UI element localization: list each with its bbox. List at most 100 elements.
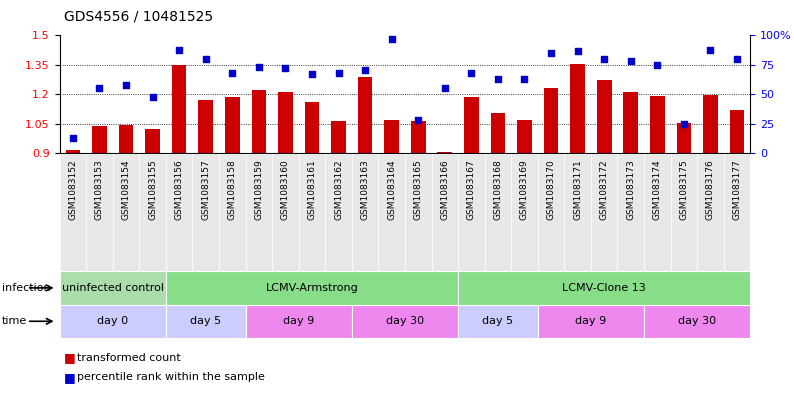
Bar (458, 271, 750, 305)
Bar (192, 153, 219, 271)
Text: day 5: day 5 (483, 316, 514, 326)
Bar (113, 153, 139, 271)
Bar (60, 271, 166, 305)
Text: infection: infection (2, 283, 50, 293)
Text: day 9: day 9 (576, 316, 607, 326)
Bar (60, 305, 166, 338)
Text: GSM1083153: GSM1083153 (95, 159, 104, 220)
Bar (676, 123, 692, 153)
Text: GSM1083175: GSM1083175 (680, 159, 688, 220)
Bar (145, 129, 160, 153)
Text: GSM1083157: GSM1083157 (201, 159, 210, 220)
Text: GSM1083163: GSM1083163 (360, 159, 369, 220)
Bar (644, 153, 671, 271)
Bar (411, 121, 426, 153)
Text: GSM1083156: GSM1083156 (175, 159, 183, 220)
Text: GSM1083174: GSM1083174 (653, 159, 662, 220)
Text: GSM1083168: GSM1083168 (493, 159, 503, 220)
Bar (644, 305, 750, 338)
Bar (139, 153, 166, 271)
Bar (623, 92, 638, 153)
Text: day 5: day 5 (190, 316, 222, 326)
Bar (458, 153, 484, 271)
Bar (431, 153, 458, 271)
Point (704, 46, 717, 53)
Point (624, 58, 637, 64)
Point (306, 71, 318, 77)
Bar (66, 150, 80, 153)
Text: GSM1083176: GSM1083176 (706, 159, 715, 220)
Point (518, 76, 531, 82)
Text: GSM1083173: GSM1083173 (626, 159, 635, 220)
Bar (511, 153, 538, 271)
Text: GDS4556 / 10481525: GDS4556 / 10481525 (64, 10, 213, 24)
Bar (458, 305, 538, 338)
Bar (544, 88, 558, 153)
Bar (697, 153, 724, 271)
Bar (703, 95, 718, 153)
Text: ■: ■ (64, 371, 75, 384)
Point (598, 56, 611, 62)
Bar (379, 153, 405, 271)
Text: GSM1083160: GSM1083160 (281, 159, 290, 220)
Point (199, 56, 212, 62)
Text: percentile rank within the sample: percentile rank within the sample (77, 372, 265, 382)
Text: day 9: day 9 (283, 316, 314, 326)
Text: day 30: day 30 (678, 316, 716, 326)
Bar (570, 64, 585, 153)
Point (225, 70, 238, 76)
Bar (92, 126, 106, 153)
Point (545, 50, 557, 56)
Bar (650, 96, 665, 153)
Bar (166, 271, 458, 305)
Text: GSM1083170: GSM1083170 (546, 159, 556, 220)
Bar (245, 305, 352, 338)
Text: GSM1083152: GSM1083152 (68, 159, 77, 220)
Bar (484, 153, 511, 271)
Bar (352, 153, 379, 271)
Bar (299, 153, 326, 271)
Text: GSM1083155: GSM1083155 (148, 159, 157, 220)
Bar (517, 120, 532, 153)
Text: GSM1083162: GSM1083162 (334, 159, 343, 220)
Bar (326, 153, 352, 271)
Text: GSM1083169: GSM1083169 (520, 159, 529, 220)
Point (465, 70, 478, 76)
Bar (331, 121, 346, 153)
Point (385, 36, 398, 42)
Text: GSM1083167: GSM1083167 (467, 159, 476, 220)
Text: time: time (2, 316, 27, 326)
Text: GSM1083165: GSM1083165 (414, 159, 422, 220)
Bar (384, 120, 399, 153)
Point (651, 62, 664, 68)
Text: GSM1083166: GSM1083166 (441, 159, 449, 220)
Bar (618, 153, 644, 271)
Bar (166, 305, 245, 338)
Text: GSM1083164: GSM1083164 (387, 159, 396, 220)
Point (438, 85, 451, 92)
Bar (405, 153, 431, 271)
Point (677, 121, 690, 127)
Point (173, 46, 186, 53)
Text: GSM1083177: GSM1083177 (733, 159, 742, 220)
Text: uninfected control: uninfected control (62, 283, 164, 293)
Text: ■: ■ (64, 351, 75, 364)
Bar (272, 153, 299, 271)
Bar (724, 153, 750, 271)
Bar (464, 97, 479, 153)
Text: GSM1083161: GSM1083161 (307, 159, 317, 220)
Bar (491, 113, 505, 153)
Bar (278, 92, 293, 153)
Bar (591, 153, 618, 271)
Bar (118, 125, 133, 153)
Text: GSM1083159: GSM1083159 (254, 159, 264, 220)
Point (93, 85, 106, 92)
Text: GSM1083172: GSM1083172 (599, 159, 609, 220)
Point (359, 66, 372, 73)
Bar (538, 305, 644, 338)
Bar (671, 153, 697, 271)
Bar (225, 97, 240, 153)
Text: day 0: day 0 (97, 316, 129, 326)
Bar (352, 305, 458, 338)
Point (279, 65, 291, 72)
